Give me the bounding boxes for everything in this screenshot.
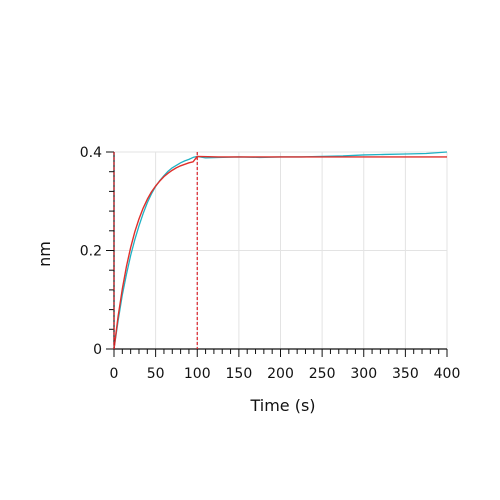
series-layer [113, 151, 448, 350]
grid-lines [114, 151, 448, 349]
x-axis-title: Time (s) [249, 396, 315, 415]
y-axis-title: nm [35, 241, 54, 267]
x-tick-label: 350 [392, 366, 419, 382]
x-tick-label: 250 [309, 366, 336, 382]
x-tick-label: 400 [434, 366, 461, 382]
series-line-measured [113, 151, 448, 350]
y-tick-label: 0.2 [80, 244, 102, 260]
marker-lines [113, 152, 198, 349]
x-tick-label: 150 [226, 366, 253, 382]
y-tick-label: 0 [93, 342, 102, 358]
x-tick-label: 200 [267, 366, 294, 382]
x-tick-label: 100 [184, 366, 211, 382]
x-tick-label: 300 [350, 366, 377, 382]
x-tick-label: 0 [110, 366, 119, 382]
y-tick-label: 0.4 [80, 145, 102, 161]
y-axis-ticks: 0 0.2 0.4 [80, 145, 114, 358]
x-tick-label: 50 [147, 366, 165, 382]
x-axis-ticks: 0 50 100 150 200 250 300 350 400 [110, 349, 461, 382]
series-line-fit [113, 155, 447, 350]
